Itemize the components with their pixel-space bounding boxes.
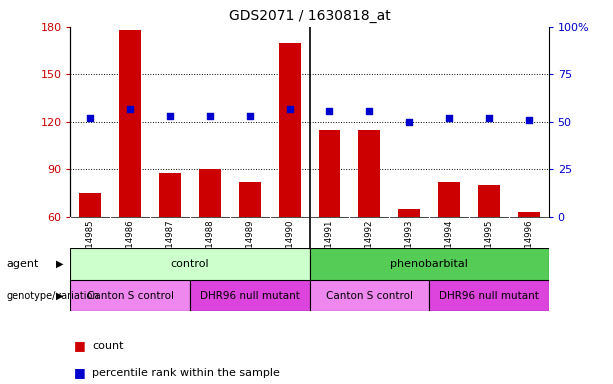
Text: GSM114993: GSM114993 xyxy=(405,220,414,272)
Bar xyxy=(310,248,549,280)
Text: count: count xyxy=(92,341,123,351)
Point xyxy=(205,113,215,119)
Point xyxy=(166,113,175,119)
Text: Canton S control: Canton S control xyxy=(326,291,413,301)
Bar xyxy=(319,130,340,217)
Text: DHR96 null mutant: DHR96 null mutant xyxy=(439,291,539,301)
Text: GSM114992: GSM114992 xyxy=(365,220,374,272)
Text: GSM114991: GSM114991 xyxy=(325,220,334,272)
Bar xyxy=(159,173,181,217)
Text: DHR96 null mutant: DHR96 null mutant xyxy=(200,291,300,301)
Text: ■: ■ xyxy=(74,366,85,379)
Point xyxy=(245,113,255,119)
Point xyxy=(484,115,494,121)
Bar xyxy=(190,280,310,311)
Text: ▶: ▶ xyxy=(56,291,63,301)
Bar xyxy=(70,248,310,280)
Text: phenobarbital: phenobarbital xyxy=(390,259,468,269)
Title: GDS2071 / 1630818_at: GDS2071 / 1630818_at xyxy=(229,9,390,23)
Text: GSM114985: GSM114985 xyxy=(86,220,95,272)
Text: GSM114995: GSM114995 xyxy=(484,220,493,272)
Text: GSM114989: GSM114989 xyxy=(245,220,254,272)
Text: control: control xyxy=(170,259,210,269)
Point xyxy=(524,117,533,123)
Text: GSM114987: GSM114987 xyxy=(166,220,175,272)
Text: GSM114994: GSM114994 xyxy=(444,220,454,272)
Bar xyxy=(359,130,380,217)
Point xyxy=(325,108,335,114)
Point xyxy=(125,106,135,112)
Bar xyxy=(478,185,500,217)
Bar xyxy=(239,182,261,217)
Text: GSM114988: GSM114988 xyxy=(205,220,215,272)
Text: ▶: ▶ xyxy=(56,259,63,269)
Point xyxy=(444,115,454,121)
Bar xyxy=(120,30,141,217)
Text: percentile rank within the sample: percentile rank within the sample xyxy=(92,368,280,378)
Text: agent: agent xyxy=(6,259,39,269)
Bar xyxy=(438,182,460,217)
Bar xyxy=(398,209,420,217)
Text: GSM114996: GSM114996 xyxy=(524,220,533,272)
Bar xyxy=(518,212,539,217)
Bar xyxy=(70,280,190,311)
Bar xyxy=(279,43,300,217)
Text: ■: ■ xyxy=(74,339,85,353)
Bar xyxy=(310,280,429,311)
Bar xyxy=(429,280,549,311)
Text: Canton S control: Canton S control xyxy=(87,291,173,301)
Text: genotype/variation: genotype/variation xyxy=(6,291,99,301)
Text: GSM114986: GSM114986 xyxy=(126,220,135,272)
Point xyxy=(364,108,374,114)
Text: GSM114990: GSM114990 xyxy=(285,220,294,272)
Point xyxy=(86,115,96,121)
Point xyxy=(405,119,414,125)
Bar xyxy=(80,193,101,217)
Point xyxy=(284,106,294,112)
Bar xyxy=(199,169,221,217)
